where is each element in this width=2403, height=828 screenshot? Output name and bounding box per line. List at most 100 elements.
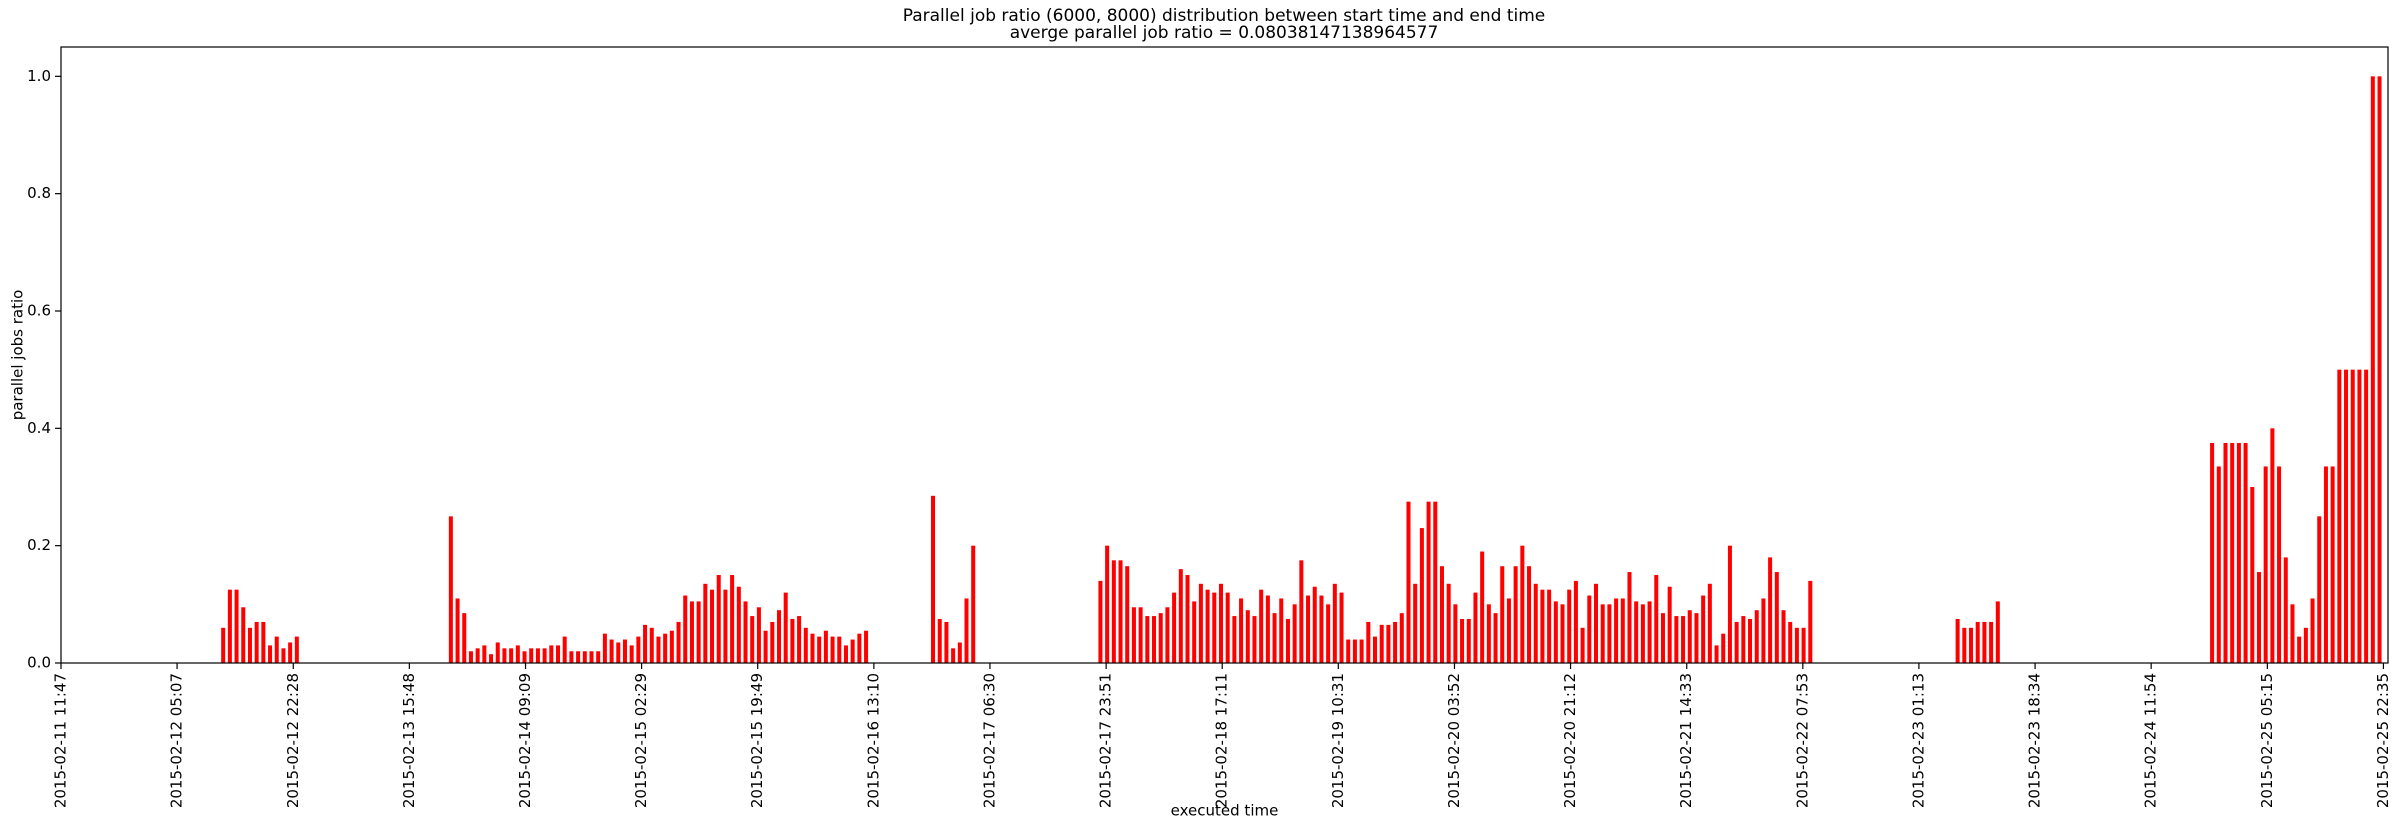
bar [1346, 639, 1351, 663]
bar [730, 575, 735, 663]
bar [1989, 621, 1994, 663]
bar [1265, 595, 1270, 663]
bar [1982, 621, 1987, 663]
bar [2323, 466, 2328, 663]
bar [676, 621, 681, 663]
bar [1145, 616, 1150, 663]
x-tick-label: 2015-02-14 09:09 [516, 673, 534, 808]
x-tick-label: 2015-02-17 23:51 [1097, 673, 1115, 808]
x-tick-label: 2015-02-18 17:11 [1213, 673, 1231, 808]
bar [1239, 598, 1244, 663]
bar [1955, 619, 1960, 663]
bar [596, 651, 601, 663]
bar [268, 645, 273, 663]
x-tick-label: 2015-02-23 01:13 [1909, 673, 1927, 808]
bar [1687, 610, 1692, 663]
bar [1178, 569, 1183, 663]
bar [1506, 598, 1511, 663]
bar [1152, 616, 1157, 663]
bar [1433, 501, 1438, 663]
bar [2270, 428, 2275, 663]
bar [1439, 566, 1444, 663]
bar [549, 645, 554, 663]
bar [1098, 580, 1103, 663]
bar [2310, 598, 2315, 663]
bar [636, 636, 641, 663]
bar [1748, 619, 1753, 663]
bar [1975, 621, 1980, 663]
bar [1319, 595, 1324, 663]
bar [1614, 598, 1619, 663]
x-tick-label: 2015-02-25 22:35 [2374, 673, 2392, 808]
bar [1734, 621, 1739, 663]
bar [783, 592, 788, 663]
bar [1393, 621, 1398, 663]
bar [2297, 636, 2302, 663]
bar [522, 651, 527, 663]
bar [2236, 443, 2241, 663]
bar [817, 636, 822, 663]
bar [964, 598, 969, 663]
bar [643, 624, 648, 663]
x-tick-label: 2015-02-20 03:52 [1445, 673, 1463, 808]
bar [790, 619, 795, 663]
bar [2277, 466, 2282, 663]
bar [803, 627, 808, 663]
x-tick-label: 2015-02-15 19:49 [748, 673, 766, 808]
bar [1399, 613, 1404, 663]
bar [951, 648, 956, 663]
bar [1962, 627, 1967, 663]
bar [649, 627, 654, 663]
bar [1165, 607, 1170, 663]
bar [1580, 627, 1585, 663]
x-tick-label: 2015-02-16 13:10 [864, 673, 882, 808]
bar [1567, 589, 1572, 663]
x-tick-label: 2015-02-25 05:15 [2258, 673, 2276, 808]
bar [569, 651, 574, 663]
bar [1801, 627, 1806, 663]
bar [843, 645, 848, 663]
bar [1768, 557, 1773, 663]
chart-title: Parallel job ratio (6000, 8000) distribu… [903, 6, 1546, 26]
chart-subtitle: averge parallel job ratio = 0.0803814713… [1010, 23, 1439, 43]
x-tick-label: 2015-02-19 10:31 [1329, 673, 1347, 808]
x-tick-label: 2015-02-12 22:28 [284, 673, 302, 808]
bar [1212, 592, 1217, 663]
bar [482, 645, 487, 663]
bar [1654, 575, 1659, 663]
plot-frame [60, 46, 2389, 664]
bar [1701, 595, 1706, 663]
bar [1272, 613, 1277, 663]
bar [1306, 595, 1311, 663]
bar [944, 621, 949, 663]
x-tick-label: 2015-02-23 18:34 [2026, 673, 2044, 808]
bar [710, 589, 715, 663]
bar [1674, 616, 1679, 663]
bar [1553, 601, 1558, 663]
bar [576, 651, 581, 663]
bar [1761, 598, 1766, 663]
y-tick-label: 0.6 [27, 302, 51, 320]
bar [2243, 443, 2248, 663]
bar [1741, 616, 1746, 663]
bar [823, 630, 828, 663]
bar [669, 630, 674, 663]
bar [1667, 586, 1672, 663]
bar [1466, 619, 1471, 663]
bar [1225, 592, 1230, 663]
bar [850, 639, 855, 663]
bar [2370, 76, 2375, 664]
bar [830, 636, 835, 663]
bar [1727, 545, 1732, 663]
bar [1158, 613, 1163, 663]
bar [1352, 639, 1357, 663]
bar [281, 648, 286, 663]
bar [1198, 583, 1203, 663]
bar [1500, 566, 1505, 663]
y-tick-label: 1.0 [27, 67, 51, 85]
bar [1105, 545, 1110, 663]
bar [1640, 604, 1645, 663]
bar [2223, 443, 2228, 663]
bar [1125, 566, 1130, 663]
